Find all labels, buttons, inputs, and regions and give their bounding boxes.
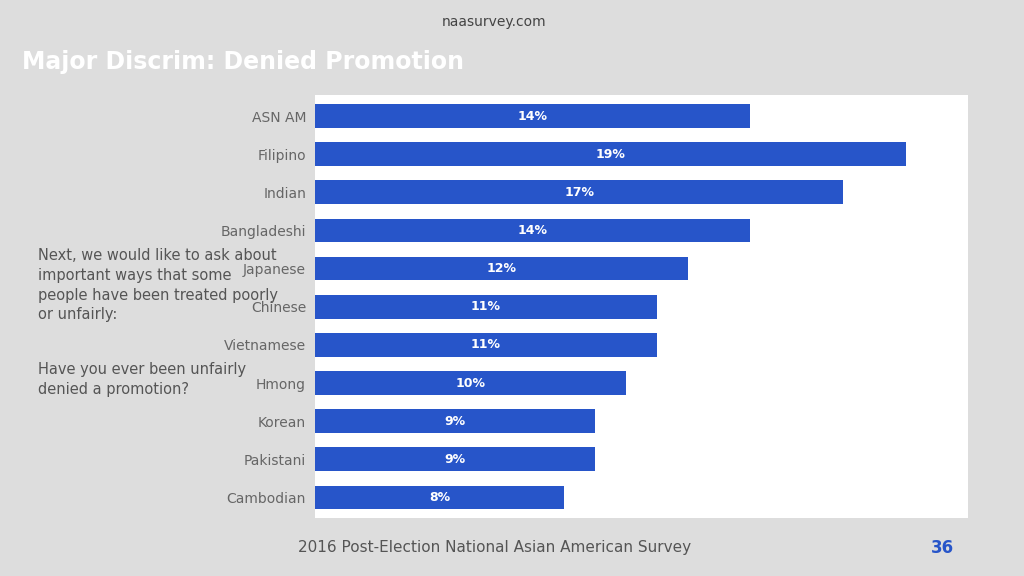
- Text: Major Discrim: Denied Promotion: Major Discrim: Denied Promotion: [22, 50, 464, 74]
- Bar: [315, 257, 688, 281]
- Text: Have you ever been unfairly
denied a promotion?: Have you ever been unfairly denied a pro…: [38, 362, 247, 397]
- Text: 36: 36: [931, 539, 953, 557]
- Text: naasurvey.com: naasurvey.com: [441, 14, 547, 29]
- Text: 2016 Post-Election National Asian American Survey: 2016 Post-Election National Asian Americ…: [298, 540, 690, 555]
- Text: 8%: 8%: [429, 491, 450, 504]
- Bar: [315, 410, 595, 433]
- Bar: [315, 371, 626, 395]
- Text: 9%: 9%: [444, 415, 466, 427]
- Bar: [315, 104, 751, 128]
- Text: 9%: 9%: [444, 453, 466, 466]
- Text: Next, we would like to ask about
important ways that some
people have been treat: Next, we would like to ask about importa…: [38, 248, 279, 323]
- Bar: [315, 486, 563, 509]
- Bar: [315, 333, 657, 357]
- Bar: [315, 448, 595, 471]
- Bar: [315, 295, 657, 319]
- Bar: [315, 180, 844, 204]
- Text: 10%: 10%: [456, 377, 485, 389]
- Text: 19%: 19%: [595, 147, 626, 161]
- Text: 14%: 14%: [517, 109, 548, 123]
- Text: 12%: 12%: [486, 262, 516, 275]
- Text: 14%: 14%: [517, 224, 548, 237]
- Text: 11%: 11%: [471, 300, 501, 313]
- Bar: [315, 219, 751, 242]
- Bar: [315, 142, 905, 166]
- Text: 17%: 17%: [564, 186, 594, 199]
- Text: 11%: 11%: [471, 338, 501, 351]
